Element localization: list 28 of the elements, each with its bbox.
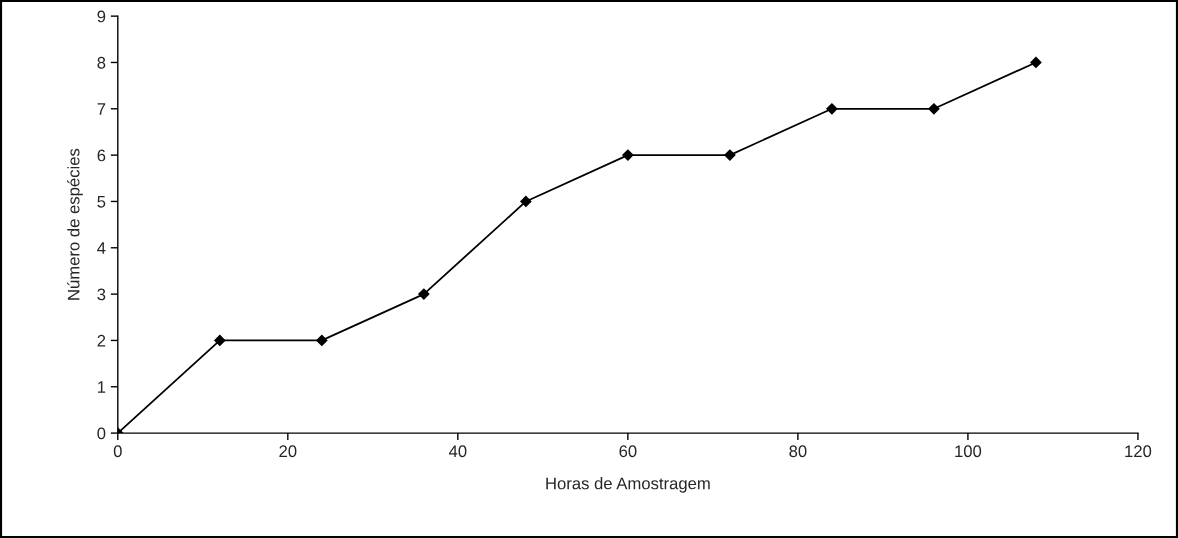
x-tick-label: 40 bbox=[448, 445, 467, 458]
x-tick-label: 0 bbox=[113, 445, 122, 458]
y-tick-label: 4 bbox=[97, 242, 106, 254]
point bbox=[928, 103, 940, 115]
y-tick-label: 7 bbox=[97, 103, 106, 115]
y-tick-label: 3 bbox=[97, 288, 106, 301]
point bbox=[316, 334, 328, 347]
y-tick-label: 9 bbox=[97, 10, 106, 23]
x-axis-title: Horas de Amostragem bbox=[546, 477, 710, 493]
point bbox=[520, 195, 532, 208]
y-tick-label: 2 bbox=[97, 334, 106, 347]
y-axis-title: Número de espécies bbox=[67, 148, 83, 300]
point bbox=[1030, 56, 1042, 69]
x-tick-label: 60 bbox=[619, 445, 637, 458]
y-tick-label: 1 bbox=[98, 381, 106, 393]
x-tick-label: 120 bbox=[1125, 445, 1152, 458]
y-tick-label: 5 bbox=[97, 196, 106, 208]
y-tick-label: 6 bbox=[97, 149, 106, 162]
x-tick-label: 20 bbox=[279, 445, 297, 458]
point bbox=[418, 288, 430, 300]
point bbox=[214, 334, 226, 347]
x-tick-label: 100 bbox=[955, 445, 982, 458]
point bbox=[724, 149, 736, 161]
x-tick-label: 80 bbox=[789, 445, 807, 458]
y-tick-label: 0 bbox=[97, 427, 106, 440]
y-tick-label: 8 bbox=[97, 56, 106, 69]
point bbox=[826, 103, 838, 115]
point bbox=[622, 149, 634, 161]
